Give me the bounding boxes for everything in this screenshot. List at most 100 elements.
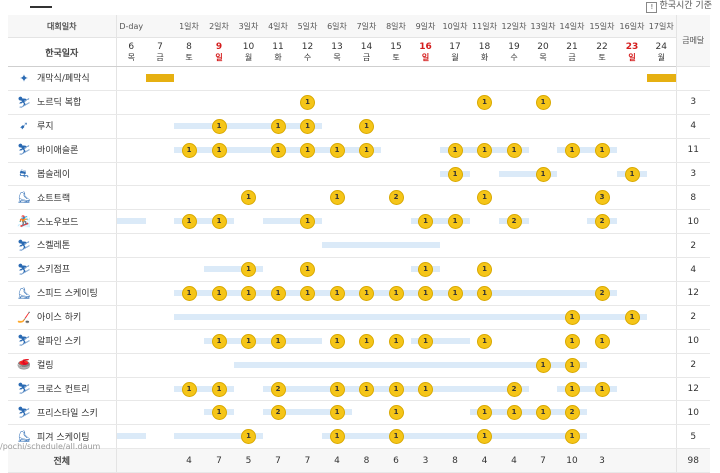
sport-row[interactable]: ⛷ 바이애슬론 1 1 1 1 1 1 1 1 1 1 1 11 [8, 138, 710, 163]
medal-badge[interactable]: 1 [535, 166, 551, 182]
medal-badge[interactable]: 1 [359, 285, 374, 301]
medal-badge[interactable]: 1 [594, 381, 610, 397]
medal-badge[interactable]: 1 [329, 381, 345, 397]
medal-badge[interactable]: 1 [211, 142, 227, 158]
sport-row[interactable]: ⛷ 알파인 스키 1 1 1 1 1 1 1 1 1 1 10 [8, 329, 710, 354]
medal-badge[interactable]: 2 [506, 381, 522, 397]
sport-row[interactable]: ⛸ 스피드 스케이팅 1 1 1 1 1 1 1 1 1 1 1 2 12 [8, 281, 710, 306]
sport-row[interactable]: ⛷ 스키점프 1 1 1 1 4 [8, 257, 710, 283]
sport-label[interactable]: ⛷ 스키점프 [8, 257, 117, 283]
medal-badge[interactable]: 1 [418, 262, 433, 278]
medal-badge[interactable]: 1 [181, 142, 197, 158]
date-cell[interactable]: 10 월 [234, 37, 263, 67]
medal-badge[interactable]: 1 [564, 357, 580, 373]
medal-badge[interactable]: 1 [477, 262, 492, 278]
medal-badge[interactable]: 2 [270, 405, 286, 421]
sport-label[interactable]: ⛷ 스켈레톤 [8, 233, 117, 259]
medal-badge[interactable]: 1 [594, 142, 610, 158]
medal-badge[interactable]: 1 [447, 285, 463, 301]
medal-badge[interactable]: 1 [359, 381, 374, 397]
medal-badge[interactable]: 1 [506, 142, 522, 158]
medal-badge[interactable]: 1 [300, 262, 315, 278]
date-cell[interactable]: 11 화 [263, 37, 293, 67]
sport-label[interactable]: 🥌 컬링 [8, 353, 117, 378]
sport-label[interactable]: ⛷ 프리스타일 스키 [8, 400, 117, 426]
sport-label[interactable]: 🏂 스노우보드 [8, 209, 117, 235]
medal-badge[interactable]: 1 [477, 333, 492, 349]
sport-label[interactable]: ⛷ 노르딕 복합 [8, 90, 117, 115]
medal-badge[interactable]: 1 [300, 142, 315, 158]
medal-badge[interactable]: 1 [418, 214, 433, 230]
sport-label[interactable]: ⛸ 피겨 스케이팅 [8, 424, 117, 450]
medal-badge[interactable]: 1 [535, 405, 551, 421]
medal-badge[interactable]: 1 [418, 333, 433, 349]
medal-badge[interactable]: 1 [359, 142, 374, 158]
sport-label[interactable]: ⛷ 알파인 스키 [8, 329, 117, 354]
medal-badge[interactable]: 1 [329, 333, 345, 349]
medal-badge[interactable]: 1 [624, 166, 640, 182]
medal-badge[interactable]: 1 [564, 309, 580, 325]
medal-badge[interactable]: 1 [329, 405, 345, 421]
medal-badge[interactable]: 1 [270, 142, 286, 158]
medal-badge[interactable]: 1 [329, 285, 345, 301]
medal-badge[interactable]: 1 [300, 118, 315, 134]
sport-label[interactable]: ⛷ 크로스 컨트리 [8, 377, 117, 402]
sport-label[interactable]: ⛸ 쇼트트랙 [8, 185, 117, 211]
medal-badge[interactable]: 1 [418, 285, 433, 301]
medal-badge[interactable]: 1 [447, 142, 463, 158]
medal-badge[interactable]: 1 [181, 214, 197, 230]
medal-badge[interactable]: 2 [594, 214, 610, 230]
date-cell[interactable]: 21 금 [557, 37, 587, 67]
sport-row[interactable]: ➹ 루지 1 1 1 1 4 [8, 114, 710, 139]
medal-badge[interactable]: 1 [477, 190, 492, 206]
medal-badge[interactable]: 2 [594, 285, 610, 301]
date-cell[interactable]: 15 토 [381, 37, 411, 67]
medal-badge[interactable]: 1 [388, 405, 404, 421]
medal-badge[interactable]: 1 [359, 333, 374, 349]
medal-badge[interactable]: 1 [535, 357, 551, 373]
medal-badge[interactable]: 1 [477, 94, 492, 110]
sport-row[interactable]: 🏒 아이스 하키 1 1 2 [8, 305, 710, 330]
medal-badge[interactable]: 2 [506, 214, 522, 230]
medal-badge[interactable]: 1 [447, 166, 463, 182]
medal-badge[interactable]: 1 [477, 142, 492, 158]
medal-badge[interactable]: 1 [564, 333, 580, 349]
medal-badge[interactable]: 3 [594, 190, 610, 206]
sport-row[interactable]: ⛷ 크로스 컨트리 1 1 2 1 1 1 1 2 1 1 12 [8, 377, 710, 402]
medal-badge[interactable]: 1 [329, 429, 345, 445]
medal-badge[interactable]: 1 [564, 429, 580, 445]
sport-row[interactable]: ⛷ 노르딕 복합 1 1 1 3 [8, 90, 710, 115]
medal-badge[interactable]: 1 [211, 405, 227, 421]
medal-badge[interactable]: 1 [211, 381, 227, 397]
medal-badge[interactable]: 1 [329, 190, 345, 206]
medal-badge[interactable]: 1 [211, 214, 227, 230]
medal-badge[interactable]: 2 [388, 190, 404, 206]
medal-badge[interactable]: 2 [564, 405, 580, 421]
date-cell[interactable]: 13 목 [322, 37, 352, 67]
sport-label[interactable]: ➹ 루지 [8, 114, 117, 139]
medal-badge[interactable]: 1 [477, 285, 492, 301]
date-cell[interactable]: 14 금 [352, 37, 381, 67]
sport-label[interactable]: ⛷ 바이애슬론 [8, 138, 117, 163]
sport-row[interactable]: ⛷ 프리스타일 스키 1 2 1 1 1 1 1 2 10 [8, 400, 710, 426]
medal-badge[interactable]: 1 [564, 142, 580, 158]
medal-badge[interactable]: 1 [418, 381, 433, 397]
sport-label[interactable]: ✦ 개막식/폐막식 [8, 66, 117, 91]
medal-badge[interactable]: 1 [181, 285, 197, 301]
medal-badge[interactable]: 1 [477, 405, 492, 421]
medal-badge[interactable]: 1 [241, 262, 256, 278]
medal-badge[interactable]: 1 [211, 333, 227, 349]
medal-badge[interactable]: 1 [300, 285, 315, 301]
medal-badge[interactable]: 1 [241, 333, 256, 349]
date-cell[interactable]: 17 월 [440, 37, 470, 67]
sport-label[interactable]: 🏒 아이스 하키 [8, 305, 117, 330]
medal-badge[interactable]: 1 [594, 333, 610, 349]
medal-badge[interactable]: 1 [388, 381, 404, 397]
medal-badge[interactable]: 1 [300, 94, 315, 110]
medal-badge[interactable]: 1 [388, 429, 404, 445]
medal-badge[interactable]: 1 [506, 405, 522, 421]
medal-badge[interactable]: 1 [270, 333, 286, 349]
medal-badge[interactable]: 1 [359, 118, 374, 134]
medal-badge[interactable]: 1 [329, 142, 345, 158]
